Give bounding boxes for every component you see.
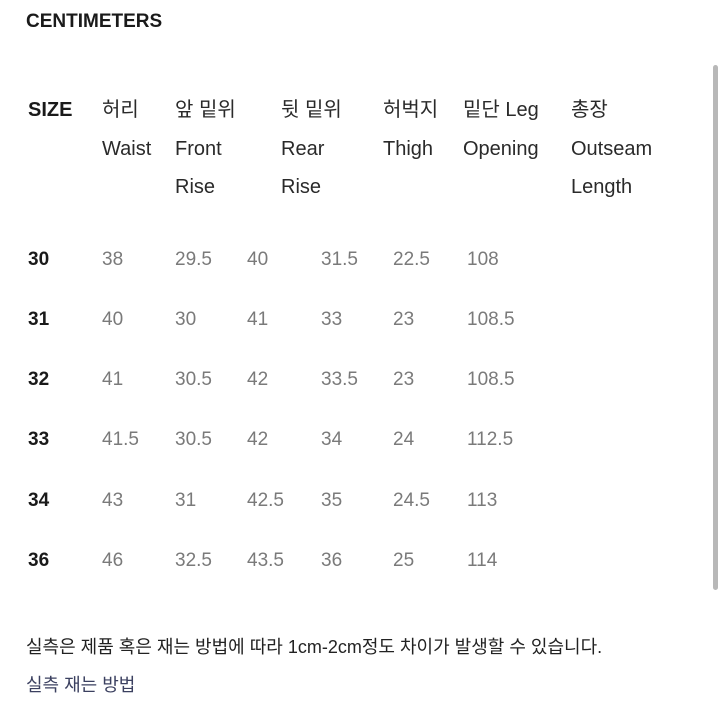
how-to-measure-link[interactable]: 실측 재는 방법 [26,675,136,695]
column-header-line1: 총장 [571,99,608,121]
table-cell: 22.5 [393,249,430,270]
table-cell: 31 [175,490,197,511]
column-header-line1: 허리 [102,99,139,121]
table-cell: 41.5 [102,429,139,450]
table-cell: 23 [393,369,415,390]
page-title: CENTIMETERS [26,11,163,32]
table-cell: 42.5 [247,490,284,511]
table-cell: 43.5 [247,550,284,571]
column-header-line1: 밑단 Leg [463,99,539,121]
table-cell: 108 [467,249,499,270]
column-header-line3: Rise [175,176,216,198]
table-cell: 38 [102,249,124,270]
table-cell: 33 [321,309,343,330]
table-cell: 29.5 [175,249,212,270]
table-cell: 112.5 [467,429,514,450]
size-header: SIZE [28,99,73,121]
column-header-line2: Outseam [571,138,653,160]
table-cell: 32.5 [175,550,212,571]
column-header-line2: Thigh [383,138,434,160]
table-cell: 24.5 [393,490,430,511]
column-header-line3: Length [571,176,633,198]
table-cell: 40 [247,249,269,270]
table-cell: 36 [321,550,343,571]
table-cell: 34 [321,429,343,450]
column-header-line2: Waist [102,138,152,160]
table-cell: 108.5 [467,309,515,330]
table-cell: 42 [247,369,269,390]
table-cell: 46 [102,550,124,571]
table-cell: 35 [321,490,343,511]
column-header-line1: 앞 밑위 [175,99,236,121]
column-header-line2: Rear [281,138,325,160]
row-size: 33 [28,429,50,450]
row-size: 34 [28,490,50,511]
table-cell: 40 [102,309,124,330]
table-cell: 30.5 [175,369,212,390]
table-cell: 43 [102,490,124,511]
column-header-line1: 허벅지 [383,99,439,121]
table-cell: 30.5 [175,429,212,450]
table-cell: 113 [467,490,498,511]
table-cell: 23 [393,309,415,330]
row-size: 31 [28,309,50,330]
table-cell: 108.5 [467,369,515,390]
column-header-line2: Front [175,138,222,160]
scrollbar[interactable] [713,65,718,590]
row-size: 32 [28,369,50,390]
column-header-line2: Opening [463,138,539,160]
table-cell: 42 [247,429,269,450]
table-cell: 31.5 [321,249,358,270]
table-cell: 41 [247,309,269,330]
table-cell: 30 [175,309,197,330]
column-header-line3: Rise [281,176,322,198]
measurement-note: 실측은 제품 혹은 재는 방법에 따라 1cm-2cm정도 차이가 발생할 수 … [26,637,603,657]
table-cell: 25 [393,550,415,571]
table-cell: 41 [102,369,124,390]
row-size: 30 [28,249,50,270]
row-size: 36 [28,550,50,571]
table-cell: 24 [393,429,415,450]
table-cell: 114 [467,550,498,571]
table-cell: 33.5 [321,369,358,390]
column-header-line1: 뒷 밑위 [281,99,342,121]
